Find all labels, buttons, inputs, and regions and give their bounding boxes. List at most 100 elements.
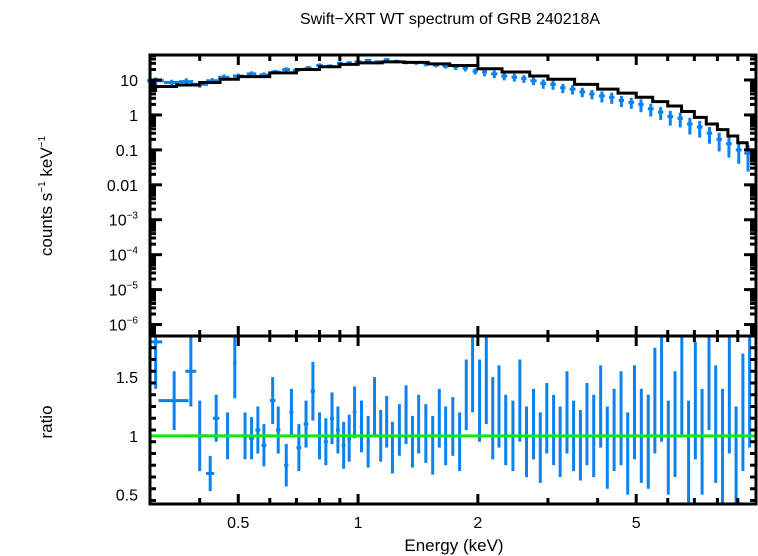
ratio-data-point	[296, 424, 302, 472]
spectrum-data-point	[696, 120, 703, 138]
ratio-data-point	[504, 394, 508, 466]
ratio-data-point	[626, 412, 630, 495]
ratio-data-point	[437, 388, 441, 448]
ratio-data-point	[532, 388, 536, 460]
ratio-data-point	[284, 444, 289, 487]
ratio-data-point	[323, 418, 328, 466]
x-axis-label: Energy (keV)	[404, 536, 503, 555]
ratio-data-point	[497, 365, 501, 448]
ratio-data-point	[714, 365, 718, 483]
ratio-data-point	[261, 424, 267, 467]
ratio-data-point	[741, 353, 745, 472]
spectrum-data-point	[638, 99, 644, 113]
spectrum-ticks	[148, 54, 758, 337]
spectrum-model-layer	[150, 60, 758, 158]
ratio-data-point	[276, 406, 281, 454]
ratio-data-point	[458, 412, 462, 472]
ratio-data-point	[491, 377, 495, 460]
spectrum-data-point	[511, 73, 518, 82]
spectrum-data-point	[589, 89, 595, 100]
ratio-data-point	[417, 394, 421, 454]
spectrum-y-axis-label: counts s−1 keV−1	[37, 135, 56, 256]
ratio-data-point	[727, 336, 731, 454]
ratio-data-point	[158, 371, 189, 430]
spectrum-data-point	[569, 85, 576, 95]
ratio-y-tick-label: 0.5	[116, 488, 138, 505]
spectrum-data-point	[530, 77, 537, 86]
x-tick-label: 0.5	[227, 515, 249, 532]
spectrum-frame	[148, 53, 758, 338]
ratio-y-tick-label: 1	[129, 429, 138, 446]
ratio-data-point	[478, 359, 482, 442]
ratio-data-point	[693, 341, 697, 460]
ratio-data-point	[687, 400, 691, 504]
ratio-data-point	[410, 415, 414, 468]
y-tick-label: 1	[129, 108, 138, 125]
ratio-data-point	[605, 406, 609, 489]
ratio-data-point	[372, 377, 377, 436]
ratio-data-point	[249, 417, 255, 460]
y-tick-label: 10−3	[109, 211, 139, 230]
spectrum-data-point	[501, 72, 508, 81]
ratio-data-point	[619, 371, 623, 466]
ratio-data-point	[359, 400, 364, 453]
ratio-y-axis-label: ratio	[37, 405, 56, 438]
x-tick-labels: 0.5 1 2 5	[227, 515, 641, 532]
ratio-data-point	[335, 406, 340, 454]
spectrum-data-point	[540, 79, 547, 89]
spectrum-data-point	[657, 107, 664, 120]
ratio-data-point	[233, 336, 237, 399]
spectrum-data-point	[550, 80, 556, 90]
spectrum-data-point	[472, 68, 478, 75]
ratio-data-point	[585, 382, 589, 466]
ratio-data-layer	[148, 336, 752, 504]
ratio-data-point	[397, 404, 401, 456]
spectrum-data-point	[598, 91, 605, 103]
spectrum-data-point	[608, 92, 615, 104]
ratio-data-point	[666, 400, 670, 495]
ratio-data-point	[700, 388, 704, 495]
ratio-data-point	[352, 386, 357, 439]
ratio-data-point	[660, 336, 664, 442]
ratio-data-point	[680, 336, 684, 436]
ratio-data-point	[565, 371, 569, 454]
spectrum-data-point	[687, 117, 693, 135]
y-tick-label: 0.1	[116, 143, 138, 160]
spectrum-data-point	[735, 142, 742, 164]
spectrum-data-point	[282, 67, 291, 72]
y-tick-label: 10	[120, 73, 138, 90]
ratio-data-point	[269, 377, 276, 425]
ratio-data-point	[471, 336, 475, 413]
ratio-data-point	[213, 394, 220, 442]
x-tick-label: 2	[473, 515, 482, 532]
ratio-data-point	[255, 406, 261, 454]
ratio-data-point	[599, 365, 603, 448]
ratio-y-tick-labels: 1.5 1 0.5	[116, 370, 138, 504]
ratio-data-point	[431, 415, 435, 475]
spectrum-y-tick-labels: 10 1 0.1 0.01 10−3 10−4 10−5 10−6	[107, 73, 139, 335]
ratio-data-point	[310, 361, 316, 421]
spectrum-data-point	[491, 70, 498, 79]
spectrum-data-point	[706, 127, 713, 144]
ratio-data-point	[653, 347, 657, 454]
spectrum-data-point	[628, 97, 635, 109]
ratio-data-point	[451, 397, 455, 456]
model-curve	[150, 60, 758, 158]
y-tick-label: 10−6	[109, 316, 139, 335]
ratio-data-point	[538, 412, 542, 483]
spectrum-data-point	[667, 110, 674, 126]
y-tick-label: 0.01	[107, 178, 138, 195]
ratio-data-point	[524, 406, 528, 477]
ratio-data-point	[424, 404, 428, 463]
ratio-data-point	[646, 394, 650, 489]
ratio-data-point	[341, 421, 346, 469]
ratio-data-point	[206, 455, 215, 492]
ratio-data-point	[612, 388, 616, 472]
spectrum-data-layer	[147, 58, 752, 172]
spectrum-data-point	[163, 79, 180, 86]
spectrum-data-point	[677, 112, 683, 128]
ratio-data-point	[303, 400, 309, 448]
ratio-data-point	[185, 336, 197, 407]
spectrum-data-point	[618, 95, 625, 107]
